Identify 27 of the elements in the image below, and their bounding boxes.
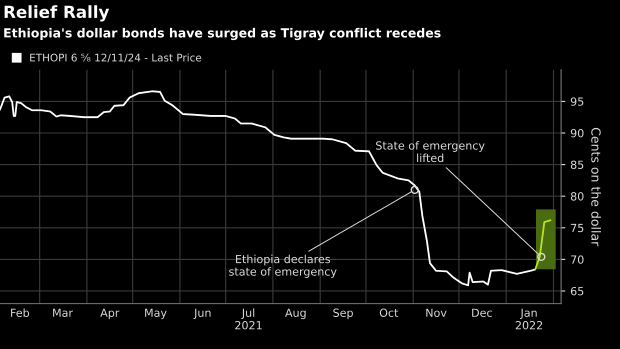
x-tick-label: Aug (285, 308, 306, 320)
line-series (534, 219, 552, 270)
y-tick-label: 75 (571, 224, 584, 232)
y-tick-label: 65 (570, 286, 584, 296)
x-tick-label: Jul 2021 (235, 308, 262, 330)
y-tick-label: 80 (570, 192, 584, 201)
y-axis-title: Cents on the dollar (591, 128, 601, 246)
x-tick-label: Apr (100, 308, 120, 320)
x-tick-label: Dec (472, 308, 492, 317)
x-tick-label: Mar (53, 308, 73, 317)
chart-title: Relief Rally (4, 5, 110, 22)
x-tick-label: May (145, 308, 167, 320)
y-tick-label: 90 (570, 128, 584, 138)
line-series (0, 90, 536, 286)
chart-subtitle: Ethiopia's dollar bonds have surged as Tigray conflict recedes (4, 28, 441, 40)
x-tick-label: Nov (426, 308, 447, 317)
annotation: Ethiopia declares state of emergency (229, 254, 337, 278)
x-tick-label: Jun (194, 308, 211, 320)
x-tick-label: Sep (333, 308, 353, 320)
x-tick-label: Oct (380, 308, 398, 317)
legend-label: ETHOPI 6 ⅝ 12/11/24 - Last Price (30, 53, 202, 62)
x-tick-label: Feb (11, 308, 30, 317)
y-tick-label: 95 (570, 97, 584, 106)
x-tick-label: Jan 2022 (516, 308, 542, 330)
y-tick-label: 85 (570, 160, 584, 169)
y-tick-label: 70 (571, 255, 584, 264)
annotation: State of emergency lifted (376, 141, 485, 162)
